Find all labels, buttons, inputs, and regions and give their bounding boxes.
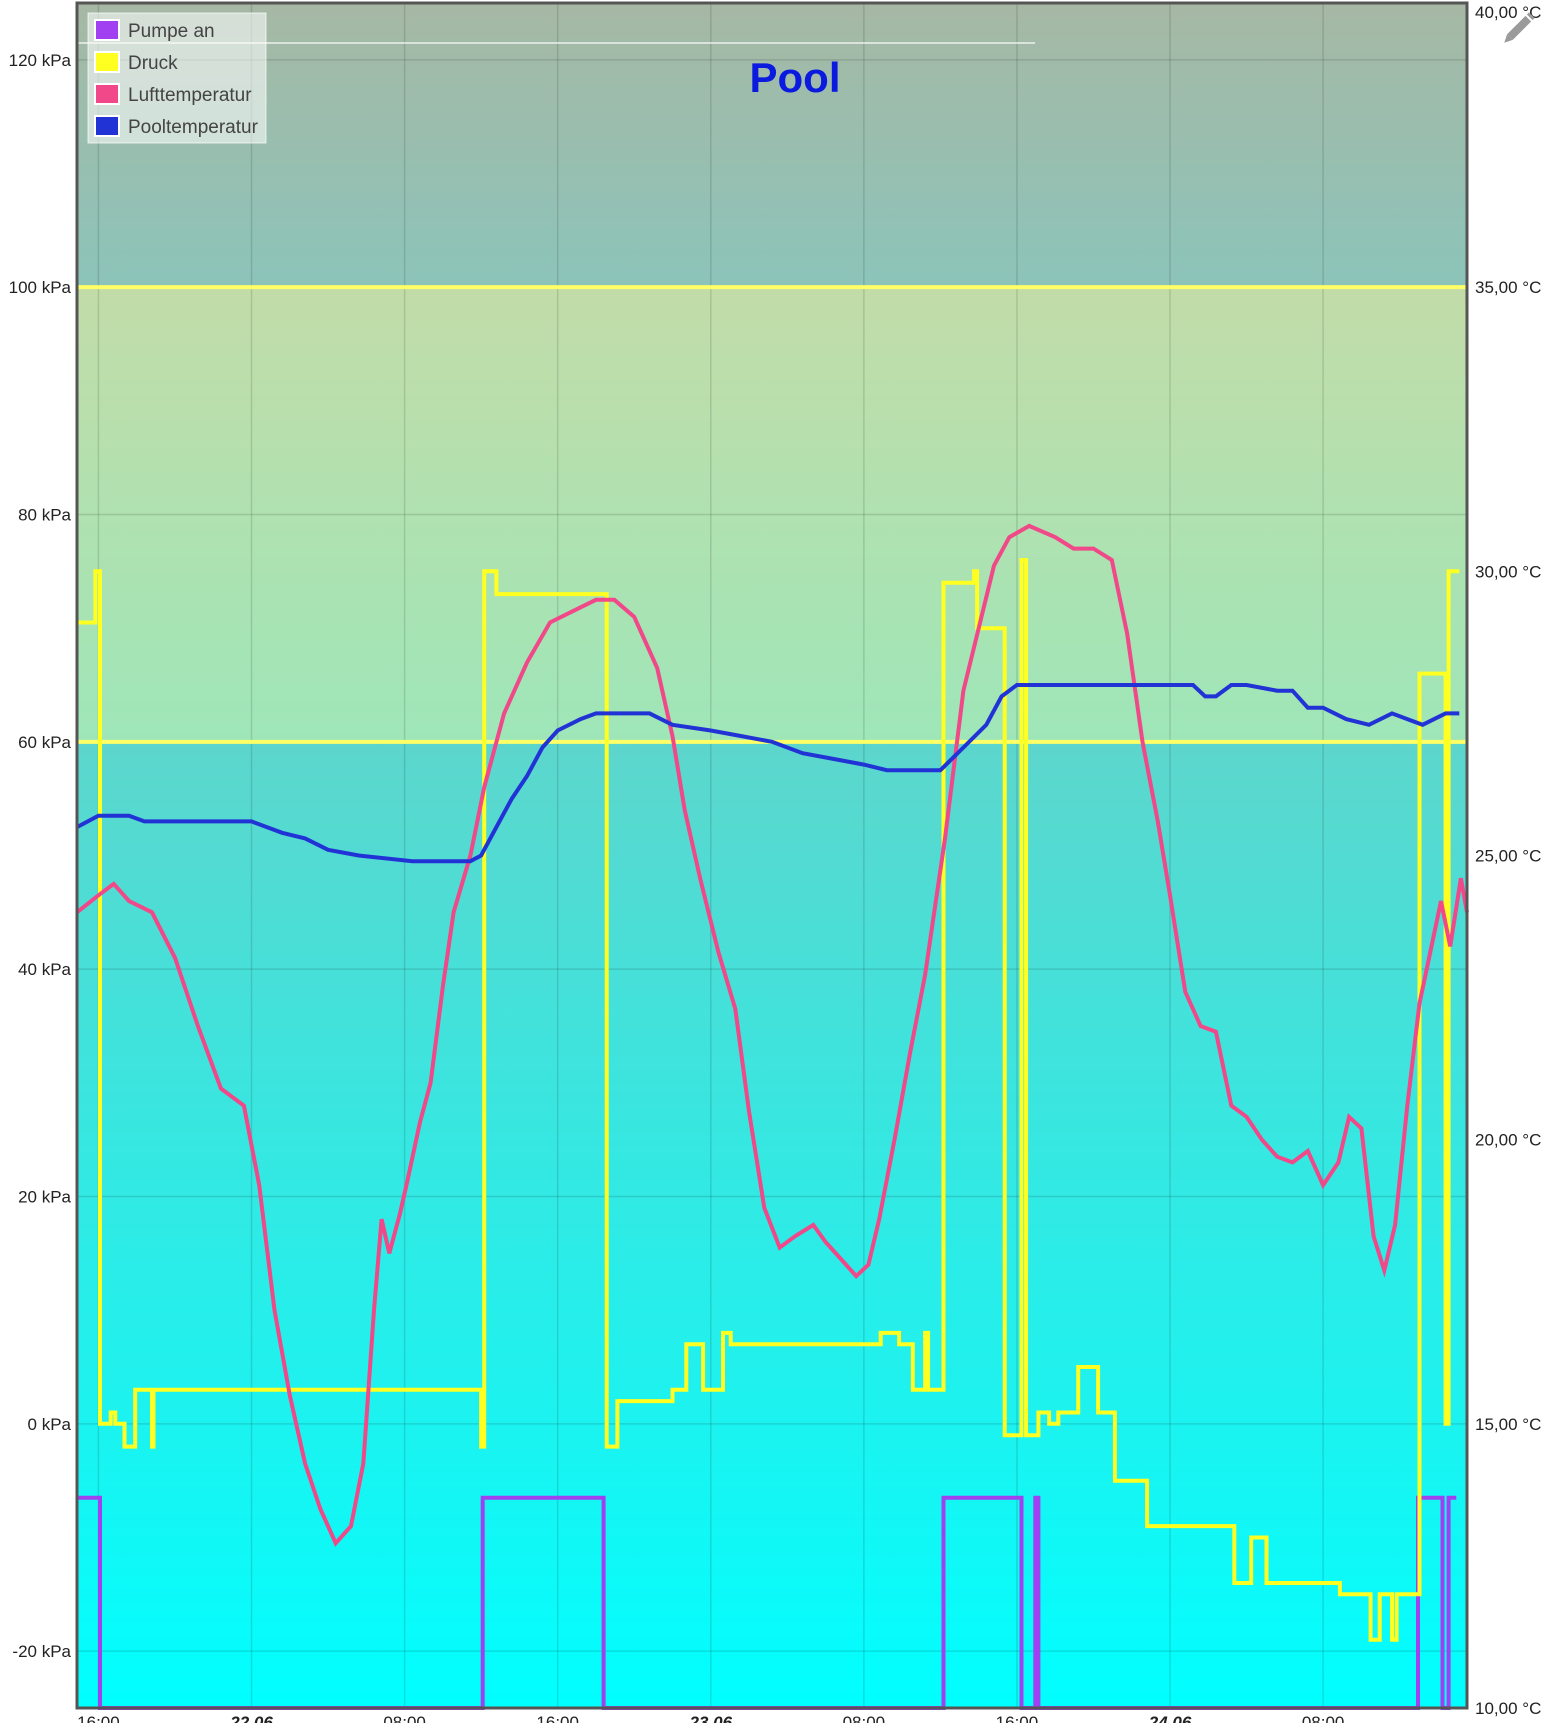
legend-swatch xyxy=(94,19,120,41)
legend-label: Lufttemperatur xyxy=(128,85,252,106)
legend-swatch xyxy=(94,51,120,73)
x-tick-label: 23.06 xyxy=(688,1713,732,1723)
y-right-tick-label: 35,00 °C xyxy=(1475,278,1541,297)
left-axis: -20 kPa 0 kPa 20 kPa 40 kPa 60 kPa 80 kPa 100 … xyxy=(9,51,72,1661)
x-tick-label: 16:00 xyxy=(77,1713,120,1723)
legend-label: Druck xyxy=(128,53,178,74)
x-tick-label: 08:00 xyxy=(843,1713,886,1723)
background-bands xyxy=(77,3,1467,1708)
y-left-tick-label: 0 kPa xyxy=(28,1415,72,1434)
x-axis: 16:00 22.06 08:00 16:00 23.06 08:00 16:00 24.06… xyxy=(77,1713,1344,1723)
band-mid-gradient xyxy=(77,287,1467,742)
legend-swatch xyxy=(94,115,120,137)
y-right-tick-label: 30,00 °C xyxy=(1475,562,1541,581)
y-left-tick-label: 40 kPa xyxy=(18,960,71,979)
pencil-icon[interactable] xyxy=(1501,12,1535,45)
x-tick-label: 24.06 xyxy=(1148,1713,1192,1723)
y-right-tick-label: 15,00 °C xyxy=(1475,1415,1541,1434)
y-left-tick-label: 20 kPa xyxy=(18,1188,71,1207)
chart-title: Pool xyxy=(750,54,841,101)
x-tick-label: 08:00 xyxy=(1302,1713,1345,1723)
x-tick-label: 16:00 xyxy=(536,1713,579,1723)
legend-label: Pooltemperatur xyxy=(128,117,259,138)
series-line-pooltemperatur xyxy=(76,683,1460,864)
y-left-tick-label: 100 kPa xyxy=(9,278,72,297)
y-left-tick-label: -20 kPa xyxy=(12,1642,71,1661)
legend-label: Pumpe an xyxy=(128,21,215,42)
y-right-tick-label: 10,00 °C xyxy=(1475,1699,1541,1718)
y-left-tick-label: 80 kPa xyxy=(18,506,71,525)
y-left-tick-label: 120 kPa xyxy=(9,51,72,70)
y-right-tick-label: 25,00 °C xyxy=(1475,847,1541,866)
series-line-lufttemperatur xyxy=(75,523,1469,1547)
y-right-tick-label: 20,00 °C xyxy=(1475,1131,1541,1150)
x-tick-label: 22.06 xyxy=(229,1713,273,1723)
right-axis: 10,00 °C 15,00 °C 20,00 °C 25,00 °C 30,00 °C… xyxy=(1475,3,1541,1718)
legend-swatch xyxy=(94,83,120,105)
band-top-gradient xyxy=(77,3,1467,288)
y-left-tick-label: 60 kPa xyxy=(18,733,71,752)
series-line-druck xyxy=(77,558,1460,1642)
plot-border xyxy=(75,1,1469,1710)
x-tick-label: 08:00 xyxy=(383,1713,426,1723)
legend: Pumpe an Druck Lufttemperatur Pooltemperatu… xyxy=(87,12,267,144)
x-tick-label: 16:00 xyxy=(996,1713,1039,1723)
y-right-tick-label: 40,00 °C xyxy=(1475,3,1541,22)
